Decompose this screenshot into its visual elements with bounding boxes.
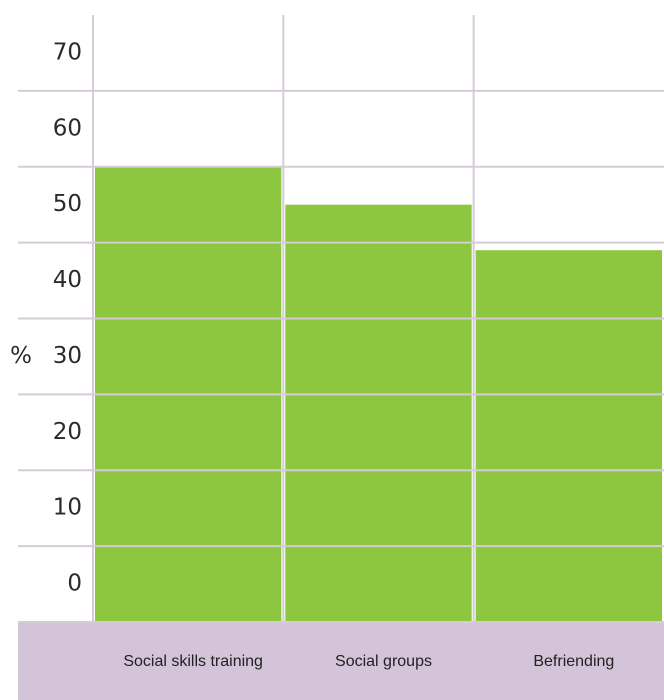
x-tick-label: Social skills training: [123, 653, 263, 670]
bar: [475, 250, 662, 622]
x-tick-label: Befriending: [533, 653, 615, 670]
y-tick-label: 0: [67, 571, 82, 597]
bar: [285, 204, 472, 622]
y-tick-label: 10: [53, 495, 82, 521]
y-tick-label: 50: [53, 191, 82, 217]
y-tick-label: 60: [53, 115, 82, 141]
y-tick-label: 30: [53, 343, 82, 369]
x-tick-label: Social groups: [335, 653, 432, 670]
y-tick-label: 40: [53, 267, 82, 293]
y-tick-label: 20: [53, 419, 82, 445]
y-axis-label: %: [10, 343, 32, 369]
category-band: [18, 622, 664, 700]
y-tick-label: 70: [53, 39, 82, 65]
